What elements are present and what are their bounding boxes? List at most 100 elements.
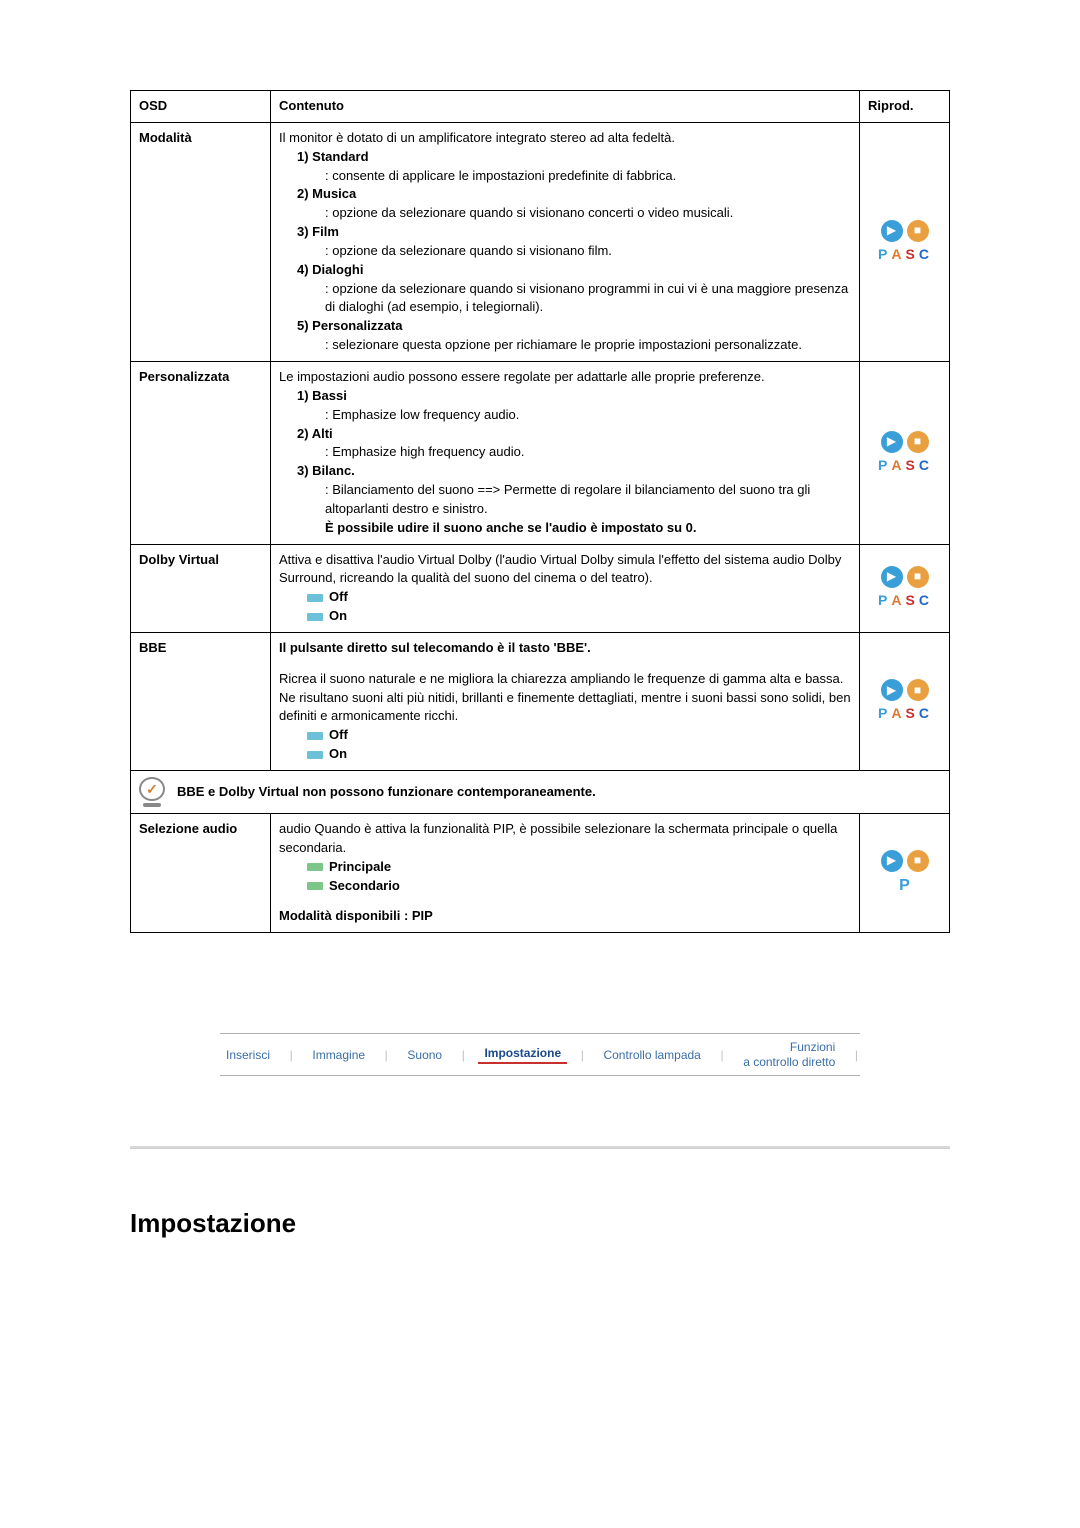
table-row: Modalità Il monitor è dotato di un ampli…: [131, 122, 950, 361]
option-label: Off: [329, 727, 348, 742]
stop-icon: ■: [907, 566, 929, 588]
play-icon: ▶: [881, 431, 903, 453]
header-osd: OSD: [131, 91, 271, 123]
nav-suono[interactable]: Suono: [401, 1048, 448, 1062]
section-nav: Inserisci | Immagine | Suono | Impostazi…: [220, 1033, 860, 1076]
marker-icon: [307, 594, 323, 602]
option-label: Off: [329, 589, 348, 604]
pasc-a: A: [891, 244, 903, 264]
riprod-cell: ▶ ■ P A S C: [860, 632, 950, 770]
checkmark-icon: ✓: [139, 777, 165, 807]
table-header-row: OSD Contenuto Riprod.: [131, 91, 950, 123]
personalizzata-footer: È possibile udire il suono anche se l'au…: [325, 519, 851, 538]
pasc-icon: ▶ ■ P A S C: [868, 566, 941, 610]
content-bbe: Il pulsante diretto sul telecomando è il…: [271, 632, 860, 770]
list-item-desc: : Emphasize low frequency audio.: [325, 406, 851, 425]
pasc-p: P: [878, 590, 889, 610]
selezione-intro: audio Quando è attiva la funzionalità PI…: [279, 820, 851, 858]
content-selezione: audio Quando è attiva la funzionalità PI…: [271, 814, 860, 933]
table-row: BBE Il pulsante diretto sul telecomando …: [131, 632, 950, 770]
stop-icon: ■: [907, 220, 929, 242]
nav-immagine[interactable]: Immagine: [306, 1048, 371, 1062]
osd-personalizzata: Personalizzata: [131, 361, 271, 544]
divider: [130, 1146, 950, 1148]
nav-separator: |: [383, 1048, 390, 1062]
pasc-c: C: [919, 590, 931, 610]
bbe-desc: Ricrea il suono naturale e ne migliora l…: [279, 670, 851, 727]
list-item-desc: : Bilanciamento del suono ==> Permette d…: [325, 481, 851, 519]
nav-separator: |: [579, 1048, 586, 1062]
nav-controllo-lampada[interactable]: Controllo lampada: [597, 1048, 706, 1062]
pasc-a: A: [891, 590, 903, 610]
nav-separator: |: [718, 1048, 725, 1062]
play-icon: ▶: [881, 220, 903, 242]
stop-icon: ■: [907, 850, 929, 872]
nav-funzioni-l1: Funzioni: [790, 1040, 835, 1054]
list-item-title: 3) Bilanc.: [297, 462, 851, 481]
riprod-p-icon: ▶ ■ P: [868, 850, 941, 897]
osd-dolby: Dolby Virtual: [131, 544, 271, 632]
riprod-cell: ▶ ■ P A S C: [860, 544, 950, 632]
pasc-s: S: [906, 244, 917, 264]
marker-icon: [307, 882, 323, 890]
pasc-s: S: [906, 590, 917, 610]
option-on: On: [307, 607, 851, 626]
note-cell: ✓ BBE e Dolby Virtual non possono funzio…: [131, 771, 950, 814]
page: OSD Contenuto Riprod. Modalità Il monito…: [0, 0, 1080, 1528]
settings-table: OSD Contenuto Riprod. Modalità Il monito…: [130, 90, 950, 933]
option-off: Off: [307, 588, 851, 607]
list-item-title: 5) Personalizzata: [297, 317, 851, 336]
list-item-title: 2) Alti: [297, 425, 851, 444]
nav-separator: |: [460, 1048, 467, 1062]
content-dolby: Attiva e disattiva l'audio Virtual Dolby…: [271, 544, 860, 632]
pasc-p: P: [878, 244, 889, 264]
pasc-p: P: [878, 455, 889, 475]
stop-icon: ■: [907, 431, 929, 453]
table-row: Personalizzata Le impostazioni audio pos…: [131, 361, 950, 544]
pasc-a: A: [891, 455, 903, 475]
dolby-intro: Attiva e disattiva l'audio Virtual Dolby…: [279, 551, 851, 589]
option-on: On: [307, 745, 851, 764]
list-item-desc: : selezionare questa opzione per richiam…: [325, 336, 851, 355]
option-label: On: [329, 608, 347, 623]
nav-funzioni[interactable]: Funzioni a controllo diretto: [737, 1040, 841, 1069]
play-icon: ▶: [881, 850, 903, 872]
selezione-footer: Modalità disponibili : PIP: [279, 907, 851, 926]
pasc-c: C: [919, 703, 931, 723]
list-item-title: 1) Bassi: [297, 387, 851, 406]
modalita-intro: Il monitor è dotato di un amplificatore …: [279, 129, 851, 148]
nav-impostazione[interactable]: Impostazione: [478, 1046, 567, 1064]
list-item-title: 2) Musica: [297, 185, 851, 204]
section-title: Impostazione: [130, 1208, 950, 1239]
list-item-title: 1) Standard: [297, 148, 851, 167]
pasc-c: C: [919, 455, 931, 475]
option-principale: Principale: [307, 858, 851, 877]
riprod-cell: ▶ ■ P A S C: [860, 361, 950, 544]
table-row: Dolby Virtual Attiva e disattiva l'audio…: [131, 544, 950, 632]
list-item-title: 4) Dialoghi: [297, 261, 851, 280]
marker-icon: [307, 751, 323, 759]
riprod-cell: ▶ ■ P: [860, 814, 950, 933]
play-icon: ▶: [881, 679, 903, 701]
list-item-desc: : opzione da selezionare quando si visio…: [325, 280, 851, 318]
pasc-s: S: [906, 703, 917, 723]
personalizzata-intro: Le impostazioni audio possono essere reg…: [279, 368, 851, 387]
option-label: On: [329, 746, 347, 761]
note-text: BBE e Dolby Virtual non possono funziona…: [177, 783, 596, 802]
content-modalita: Il monitor è dotato di un amplificatore …: [271, 122, 860, 361]
option-secondario: Secondario: [307, 877, 851, 896]
bbe-lead: Il pulsante diretto sul telecomando è il…: [279, 639, 851, 658]
marker-icon: [307, 863, 323, 871]
nav-funzioni-l2: a controllo diretto: [743, 1055, 835, 1069]
nav-inserisci[interactable]: Inserisci: [220, 1048, 276, 1062]
marker-icon: [307, 732, 323, 740]
list-item-desc: : consente di applicare le impostazioni …: [325, 167, 851, 186]
header-contenuto: Contenuto: [271, 91, 860, 123]
play-icon: ▶: [881, 566, 903, 588]
option-label: Secondario: [329, 878, 400, 893]
nav-separator: |: [853, 1048, 860, 1062]
pasc-s: S: [906, 455, 917, 475]
pasc-a: A: [891, 703, 903, 723]
list-item-desc: : Emphasize high frequency audio.: [325, 443, 851, 462]
content-personalizzata: Le impostazioni audio possono essere reg…: [271, 361, 860, 544]
